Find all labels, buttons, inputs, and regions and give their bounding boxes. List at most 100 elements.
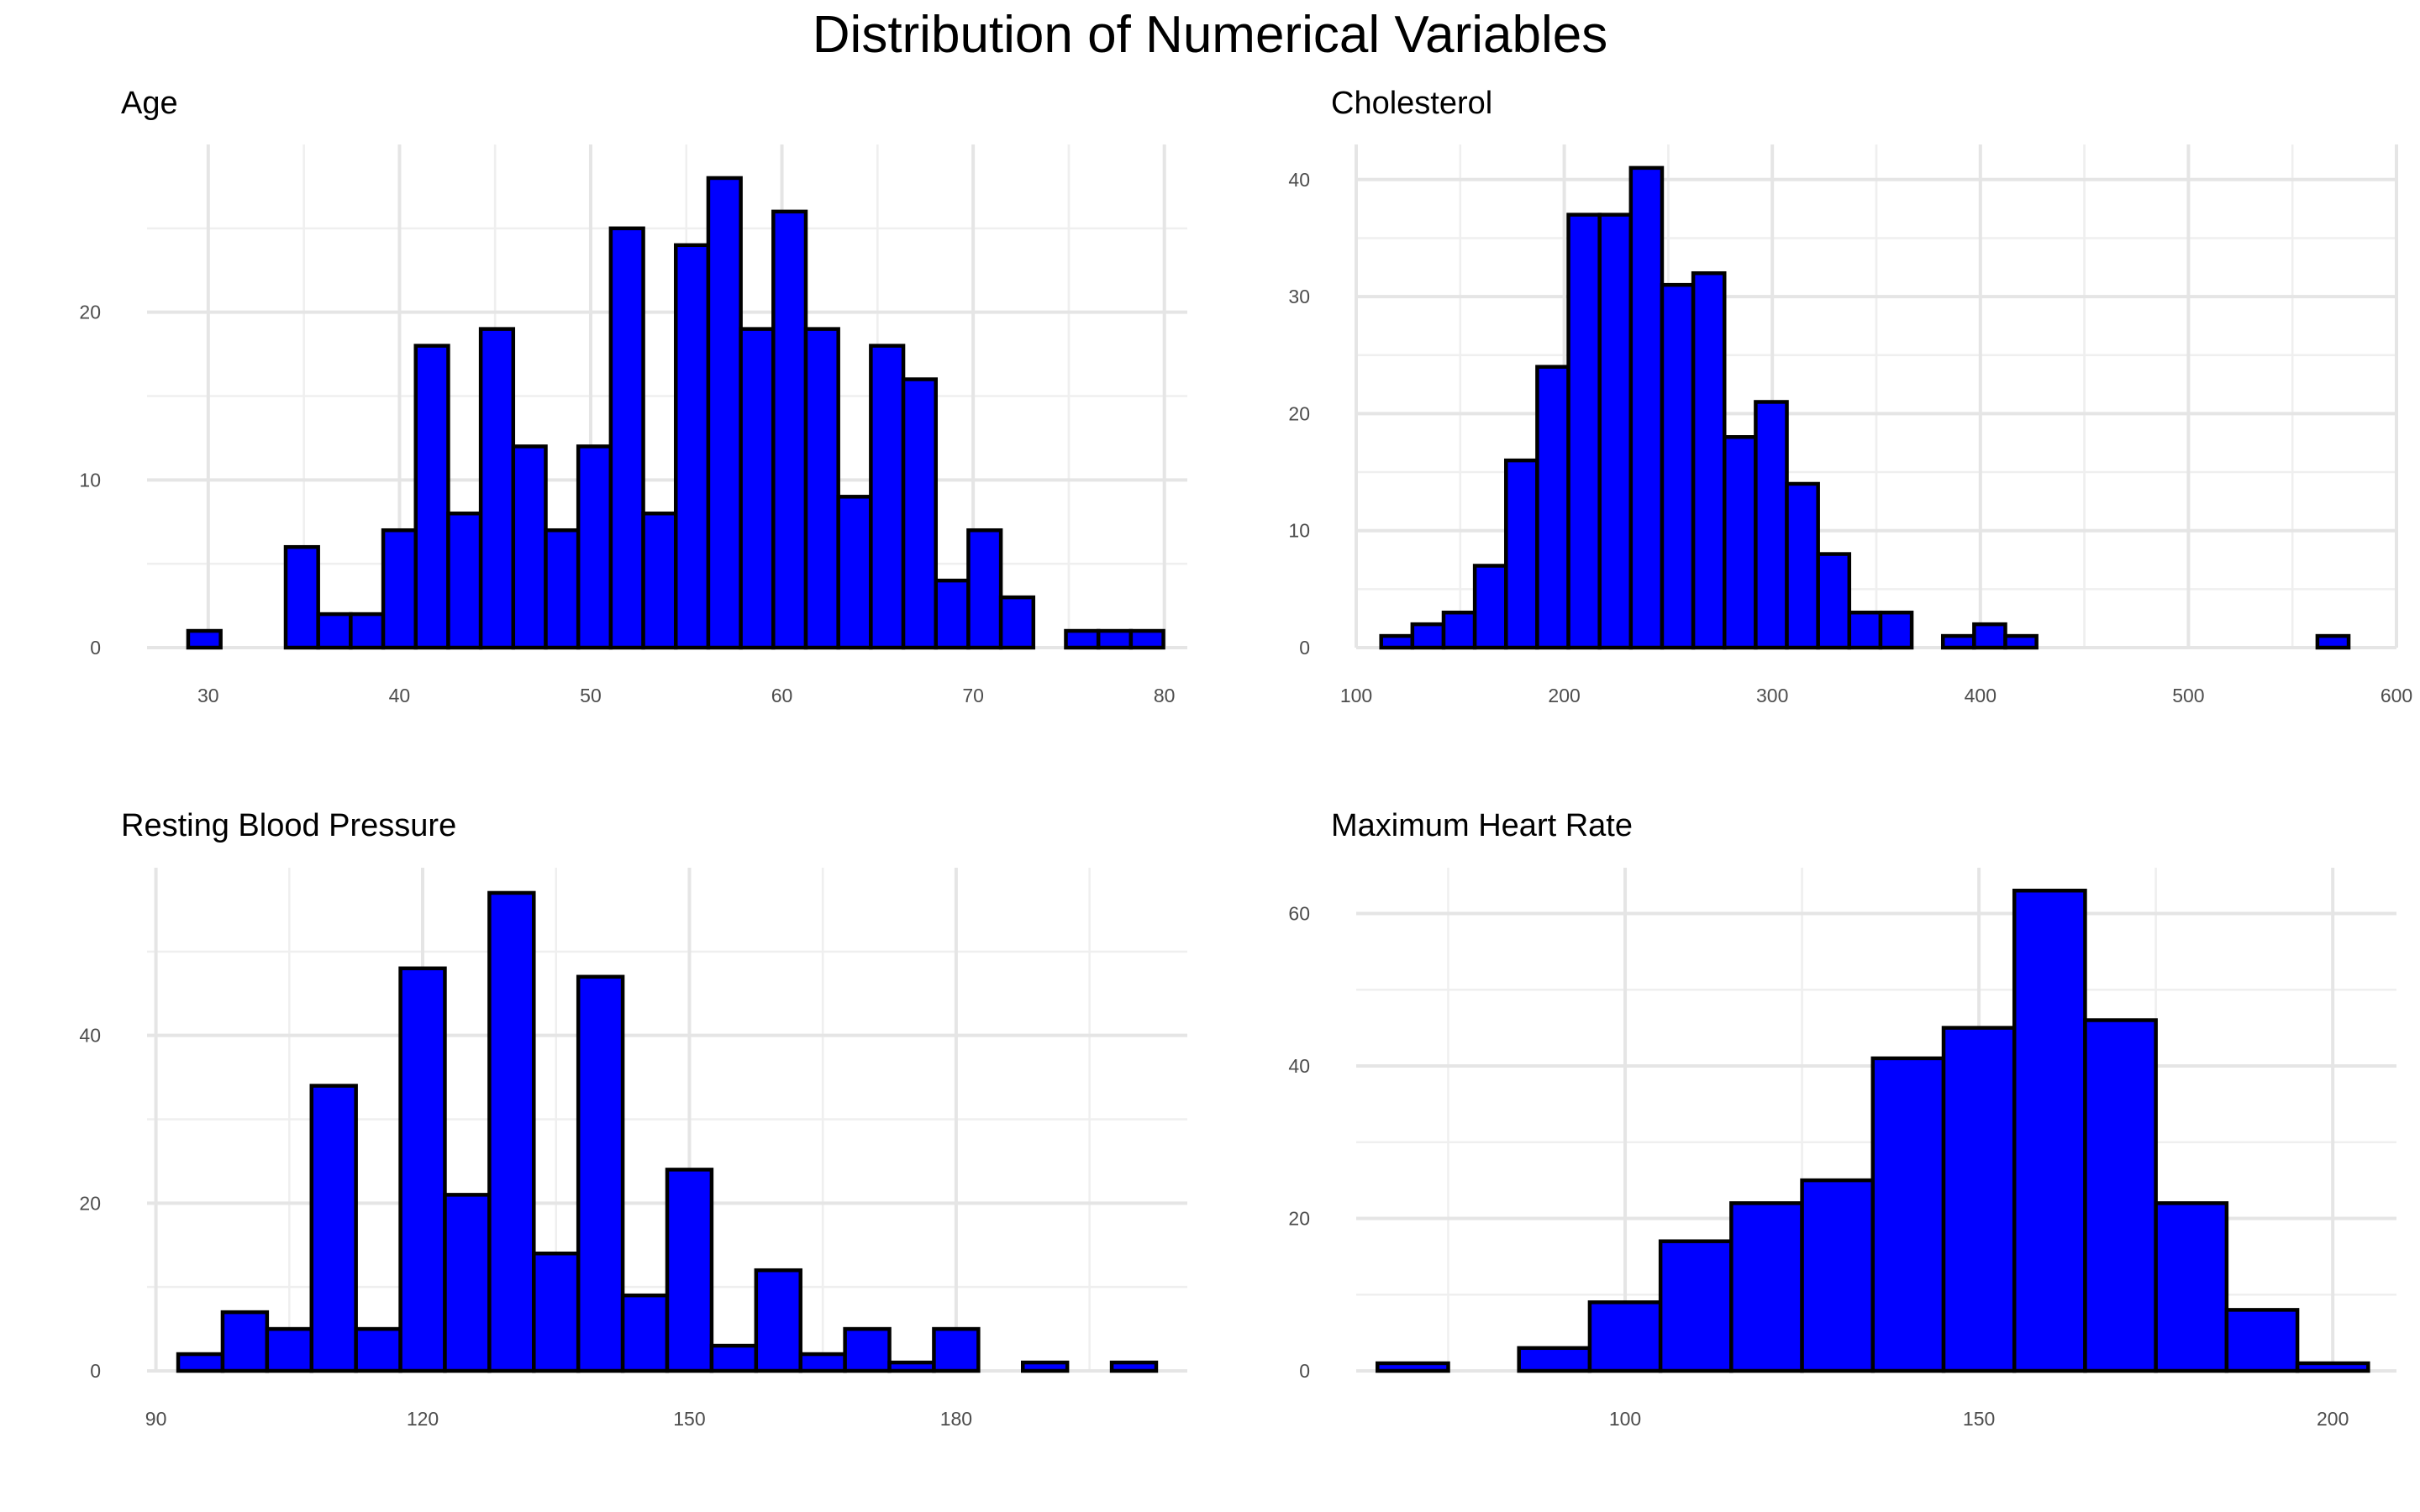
histogram-bar bbox=[620, 1293, 670, 1373]
histogram-bar bbox=[576, 444, 613, 650]
histogram-bar bbox=[309, 1084, 358, 1373]
histogram-bar bbox=[1064, 628, 1101, 650]
histogram-bar bbox=[1109, 1360, 1159, 1373]
histogram-bar bbox=[354, 1326, 402, 1373]
histogram-bar bbox=[1878, 610, 1914, 650]
histogram-bar bbox=[487, 890, 536, 1373]
histogram-bar bbox=[798, 1352, 847, 1373]
histogram-bar bbox=[1847, 610, 1883, 650]
y-tick-label: 40 bbox=[79, 1025, 101, 1047]
histogram-bar bbox=[1587, 1300, 1663, 1373]
histogram-bar bbox=[934, 578, 971, 650]
histogram-bar bbox=[1628, 165, 1665, 650]
histogram-bar bbox=[1972, 622, 2007, 650]
histogram-bar bbox=[1754, 400, 1789, 650]
histogram-bar bbox=[398, 966, 447, 1373]
panel-1: 100 200 300 400 500 600 0 10 20 30 40 Cholesterol bbox=[1288, 86, 2412, 706]
x-tick-label: 150 bbox=[673, 1408, 705, 1430]
y-tick-label: 20 bbox=[1288, 402, 1310, 424]
histogram-bar bbox=[1729, 1201, 1804, 1373]
histogram-bar bbox=[283, 544, 320, 650]
histogram-bar bbox=[1723, 435, 1758, 650]
histogram-bar bbox=[511, 444, 548, 650]
panel-title: Age bbox=[121, 86, 178, 121]
histogram-bar bbox=[478, 327, 516, 650]
x-tick-label: 180 bbox=[940, 1408, 972, 1430]
y-tick-label: 60 bbox=[1288, 902, 1310, 924]
y-tick-label: 30 bbox=[1288, 286, 1310, 307]
histogram-bar bbox=[739, 327, 776, 650]
histogram-bar bbox=[673, 243, 711, 650]
histogram-bar bbox=[1441, 610, 1477, 650]
histogram-bar bbox=[2083, 1018, 2158, 1373]
y-tick-label: 40 bbox=[1288, 1055, 1310, 1077]
histogram-bar bbox=[2012, 888, 2087, 1373]
panel-3: 100 150 200 0 20 40 60 Maximum Heart Rate bbox=[1288, 808, 2396, 1430]
histogram-bar bbox=[1940, 633, 1976, 650]
x-tick-label: 400 bbox=[1965, 685, 1996, 706]
histogram-bar bbox=[901, 377, 938, 650]
histogram-bar bbox=[1597, 213, 1634, 650]
histogram-bar bbox=[1472, 564, 1508, 650]
histogram-bar bbox=[709, 1343, 759, 1373]
x-tick-label: 30 bbox=[197, 685, 219, 706]
panel-2: 90 120 150 180 0 20 40 Resting Blood Pressure bbox=[79, 808, 1187, 1430]
histogram-bar bbox=[1800, 1178, 1876, 1373]
histogram-bar bbox=[1096, 628, 1134, 650]
histogram-bar bbox=[446, 512, 483, 650]
y-tick-label: 20 bbox=[79, 302, 101, 323]
histogram-bar bbox=[1658, 1239, 1733, 1373]
histogram-bar bbox=[2315, 633, 2351, 650]
histogram-bar bbox=[1410, 622, 1446, 650]
panel-0: 30 40 50 60 70 80 0 10 20 Age bbox=[79, 86, 1187, 706]
x-tick-label: 100 bbox=[1340, 685, 1372, 706]
histogram-bar bbox=[532, 1251, 581, 1373]
y-tick-label: 10 bbox=[79, 469, 101, 491]
x-tick-label: 40 bbox=[389, 685, 411, 706]
x-tick-label: 200 bbox=[2317, 1408, 2349, 1430]
histogram-bar bbox=[1504, 458, 1539, 650]
panel-title: Cholesterol bbox=[1331, 86, 1492, 121]
y-tick-label: 40 bbox=[1288, 169, 1310, 191]
histogram-bar bbox=[265, 1326, 314, 1373]
panel-title: Resting Blood Pressure bbox=[121, 808, 456, 843]
y-tick-label: 0 bbox=[90, 637, 101, 659]
histogram-bar bbox=[1535, 365, 1570, 650]
histogram-bar bbox=[1691, 270, 1727, 650]
histogram-bar bbox=[1870, 1056, 1946, 1373]
histogram-bar bbox=[544, 528, 581, 650]
y-tick-label: 10 bbox=[1288, 520, 1310, 542]
x-tick-label: 80 bbox=[1154, 685, 1176, 706]
histogram-bar bbox=[665, 1168, 714, 1373]
histogram-bar bbox=[186, 628, 223, 650]
x-tick-label: 500 bbox=[2172, 685, 2204, 706]
histogram-bar bbox=[2003, 633, 2039, 650]
x-tick-label: 300 bbox=[1756, 685, 1788, 706]
histogram-bar bbox=[316, 612, 353, 650]
histogram-bar bbox=[932, 1326, 981, 1373]
histogram-bar bbox=[2224, 1308, 2300, 1373]
x-tick-label: 150 bbox=[1963, 1408, 1995, 1430]
histogram-bar bbox=[2295, 1361, 2370, 1373]
histogram-bar bbox=[836, 495, 873, 650]
x-tick-label: 70 bbox=[962, 685, 984, 706]
histogram-bar bbox=[1566, 213, 1602, 650]
histogram-bar bbox=[998, 595, 1036, 650]
histogram-bar bbox=[1128, 628, 1165, 650]
histogram-bar bbox=[413, 344, 450, 650]
y-tick-label: 0 bbox=[1299, 637, 1310, 659]
histogram-bar bbox=[1816, 552, 1852, 650]
x-tick-label: 100 bbox=[1609, 1408, 1641, 1430]
y-tick-label: 0 bbox=[1299, 1360, 1310, 1382]
histogram-bar bbox=[220, 1310, 270, 1373]
histogram-bar bbox=[349, 612, 386, 650]
histogram-bar bbox=[1020, 1360, 1070, 1373]
histogram-bar bbox=[1517, 1346, 1592, 1373]
y-tick-label: 0 bbox=[90, 1360, 101, 1382]
panel-title: Maximum Heart Rate bbox=[1331, 808, 1633, 843]
x-tick-label: 90 bbox=[145, 1408, 167, 1430]
histogram-bar bbox=[966, 528, 1003, 650]
histogram-bar bbox=[443, 1193, 492, 1373]
histogram-bar bbox=[754, 1268, 802, 1373]
